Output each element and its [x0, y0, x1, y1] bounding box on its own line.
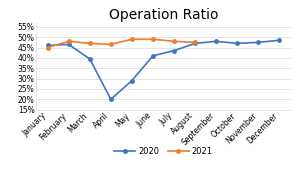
2020 — [256, 41, 260, 43]
2020 — [130, 80, 134, 82]
2021 — [193, 41, 197, 43]
Title: Operation Ratio: Operation Ratio — [109, 8, 218, 22]
2020 — [151, 55, 155, 57]
2020 — [88, 58, 92, 60]
2020 — [67, 43, 70, 46]
2020 — [236, 42, 239, 45]
Line: 2020: 2020 — [46, 39, 281, 101]
2021 — [172, 40, 176, 43]
2020 — [46, 44, 50, 46]
2021 — [151, 38, 155, 40]
2021 — [88, 42, 92, 45]
2020 — [214, 40, 218, 43]
2021 — [46, 46, 50, 49]
2021 — [109, 43, 112, 46]
2021 — [130, 38, 134, 40]
2020 — [193, 42, 197, 45]
2021 — [67, 40, 70, 43]
Line: 2021: 2021 — [46, 37, 197, 49]
Legend: 2020, 2021: 2020, 2021 — [111, 144, 216, 159]
2020 — [109, 98, 112, 100]
2020 — [172, 50, 176, 52]
2020 — [278, 39, 281, 41]
